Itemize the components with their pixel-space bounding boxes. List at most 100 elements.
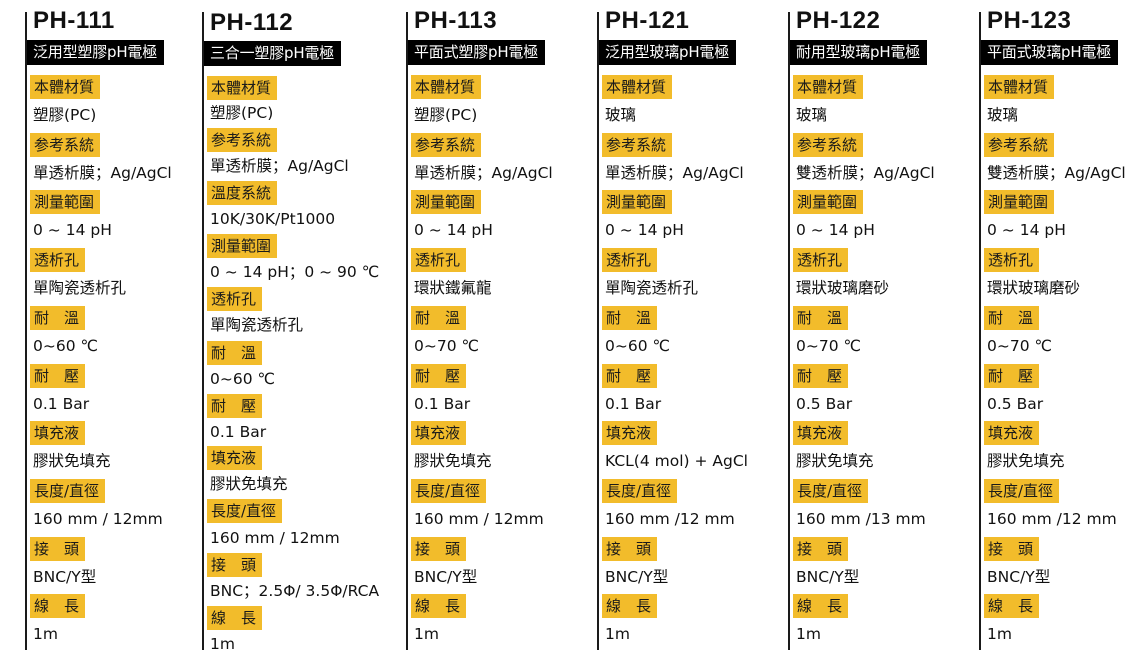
product-name: 平面式玻璃pH電極 (981, 40, 1119, 65)
product-name: 泛用型塑膠pH電極 (27, 40, 165, 65)
label-temp: 耐 溫 (984, 306, 1040, 330)
label-range: 測量範圍 (602, 190, 673, 214)
value-length: 160 mm /12 mm (605, 510, 735, 528)
label-fill: 填充液 (207, 446, 263, 470)
value-reference: 單透析膜；Ag/AgCl (414, 164, 553, 182)
value-junction: 環狀玻璃磨砂 (987, 279, 1081, 297)
value-material: 玻璃 (987, 106, 1019, 124)
label-cable: 線 長 (207, 606, 263, 630)
label-length: 長度/直徑 (984, 479, 1060, 503)
value-connector: BNC/Y型 (33, 568, 97, 586)
value-length: 160 mm / 12mm (210, 529, 340, 547)
label-fill: 填充液 (793, 421, 849, 445)
label-connector: 接 頭 (984, 537, 1040, 561)
value-temp: 0~70 ℃ (987, 337, 1052, 355)
label-cable: 線 長 (984, 594, 1040, 618)
label-reference: 参考系統 (602, 133, 673, 157)
label-cable: 線 長 (30, 594, 86, 618)
label-pressure: 耐 壓 (793, 364, 849, 388)
label-temp: 耐 溫 (602, 306, 658, 330)
label-cable: 線 長 (793, 594, 849, 618)
label-material: 本體材質 (30, 75, 101, 99)
product-code: PH-112 (210, 9, 294, 36)
label-pressure: 耐 壓 (207, 394, 263, 418)
value-material: 玻璃 (605, 106, 637, 124)
label-material: 本體材質 (207, 76, 278, 100)
label-material: 本體材質 (984, 75, 1055, 99)
value-range: 0 ~ 14 pH (33, 221, 112, 239)
value-junction: 環狀鐵氟龍 (414, 279, 492, 297)
label-connector: 接 頭 (30, 537, 86, 561)
product-code: PH-122 (796, 7, 881, 34)
column-divider (406, 12, 408, 650)
label-range: 測量範圍 (793, 190, 864, 214)
value-cable: 1m (33, 625, 58, 643)
label-connector: 接 頭 (793, 537, 849, 561)
column-divider (597, 12, 599, 650)
value-reference: 雙透析膜；Ag/AgCl (796, 164, 935, 182)
value-length: 160 mm /13 mm (796, 510, 926, 528)
label-temp-system: 溫度系統 (207, 181, 278, 205)
label-pressure: 耐 壓 (602, 364, 658, 388)
label-pressure: 耐 壓 (984, 364, 1040, 388)
product-name: 泛用型玻璃pH電極 (599, 40, 737, 65)
label-length: 長度/直徑 (207, 499, 283, 523)
value-material: 塑膠(PC) (33, 106, 97, 124)
label-cable: 線 長 (602, 594, 658, 618)
label-junction: 透析孔 (984, 248, 1040, 272)
value-cable: 1m (414, 625, 439, 643)
value-temp: 0~70 ℃ (796, 337, 861, 355)
label-fill: 填充液 (30, 421, 86, 445)
label-fill: 填充液 (411, 421, 467, 445)
value-pressure: 0.1 Bar (33, 395, 90, 413)
value-fill: KCL(4 mol) + AgCl (605, 452, 748, 470)
label-temp: 耐 溫 (793, 306, 849, 330)
product-name: 耐用型玻璃pH電極 (790, 40, 928, 65)
value-pressure: 0.1 Bar (605, 395, 662, 413)
value-length: 160 mm /12 mm (987, 510, 1117, 528)
value-temp-system: 10K/30K/Pt1000 (210, 210, 336, 228)
value-range: 0 ~ 14 pH (414, 221, 493, 239)
value-reference: 雙透析膜；Ag/AgCl (987, 164, 1126, 182)
value-temp: 0~60 ℃ (33, 337, 98, 355)
label-pressure: 耐 壓 (411, 364, 467, 388)
label-material: 本體材質 (411, 75, 482, 99)
product-code: PH-113 (414, 7, 498, 34)
value-connector: BNC/Y型 (796, 568, 860, 586)
value-connector: BNC/Y型 (987, 568, 1051, 586)
value-junction: 單陶瓷透析孔 (605, 279, 699, 297)
value-temp: 0~60 ℃ (210, 370, 275, 388)
label-length: 長度/直徑 (411, 479, 487, 503)
value-temp: 0~60 ℃ (605, 337, 670, 355)
label-length: 長度/直徑 (30, 479, 106, 503)
value-connector: BNC/Y型 (605, 568, 669, 586)
label-temp: 耐 溫 (411, 306, 467, 330)
label-reference: 参考系統 (984, 133, 1055, 157)
product-name: 平面式塑膠pH電極 (408, 40, 546, 65)
label-junction: 透析孔 (793, 248, 849, 272)
value-pressure: 0.1 Bar (210, 423, 267, 441)
value-cable: 1m (987, 625, 1012, 643)
value-pressure: 0.1 Bar (414, 395, 471, 413)
value-material: 塑膠(PC) (210, 104, 274, 122)
value-fill: 膠狀免填充 (414, 452, 492, 470)
value-junction: 環狀玻璃磨砂 (796, 279, 890, 297)
column-divider (202, 12, 204, 650)
label-range: 測量範圍 (411, 190, 482, 214)
value-pressure: 0.5 Bar (987, 395, 1044, 413)
value-connector: BNC/Y型 (414, 568, 478, 586)
label-reference: 参考系統 (411, 133, 482, 157)
value-junction: 單陶瓷透析孔 (33, 279, 127, 297)
label-cable: 線 長 (411, 594, 467, 618)
value-length: 160 mm / 12mm (33, 510, 163, 528)
label-fill: 填充液 (984, 421, 1040, 445)
label-connector: 接 頭 (207, 553, 263, 577)
label-length: 長度/直徑 (793, 479, 869, 503)
label-junction: 透析孔 (411, 248, 467, 272)
label-length: 長度/直徑 (602, 479, 678, 503)
column-divider (979, 12, 981, 650)
label-range: 測量範圍 (984, 190, 1055, 214)
value-range: 0 ~ 14 pH；0 ~ 90 ℃ (210, 263, 380, 281)
label-junction: 透析孔 (207, 287, 263, 311)
label-range: 測量範圍 (30, 190, 101, 214)
